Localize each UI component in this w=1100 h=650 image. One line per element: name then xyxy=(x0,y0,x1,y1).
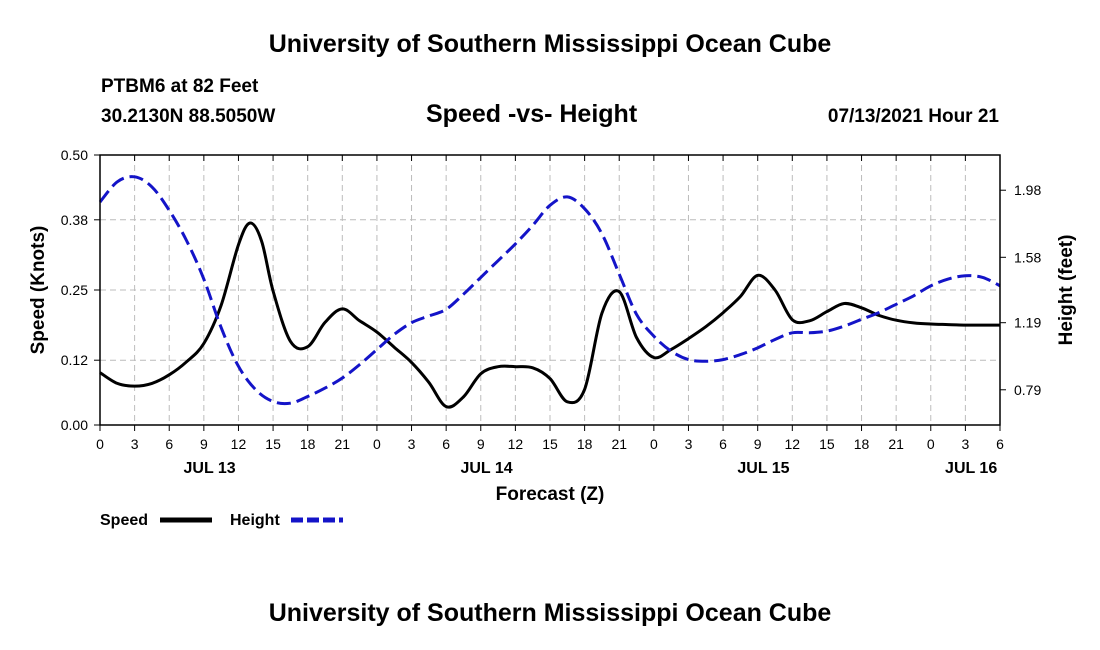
x-tick-label: 3 xyxy=(131,436,139,452)
forecast-datetime: 07/13/2021 Hour 21 xyxy=(827,106,999,127)
x-tick-label: 15 xyxy=(265,436,281,452)
x-day-label: JUL 14 xyxy=(460,460,512,477)
x-tick-label: 21 xyxy=(888,436,904,452)
x-tick-label: 21 xyxy=(611,436,627,452)
x-tick-label: 18 xyxy=(854,436,870,452)
x-tick-label: 12 xyxy=(785,436,801,452)
y2-tick-label: 1.19 xyxy=(1014,315,1041,331)
station-label: PTBM6 at 82 Feet xyxy=(101,76,259,97)
x-tick-label: 3 xyxy=(961,436,969,452)
x-tick-label: 6 xyxy=(165,436,173,452)
x-tick-label: 18 xyxy=(300,436,316,452)
x-tick-label: 9 xyxy=(200,436,208,452)
x-tick-label: 3 xyxy=(408,436,416,452)
y-tick-label: 0.50 xyxy=(61,147,88,163)
y-tick-label: 0.00 xyxy=(61,417,88,433)
coordinates-label: 30.2130N 88.5050W xyxy=(101,106,276,127)
x-tick-label: 0 xyxy=(373,436,381,452)
chart-subtitle: Speed -vs- Height xyxy=(426,100,638,128)
x-day-label: JUL 13 xyxy=(184,460,236,477)
y2-tick-label: 0.79 xyxy=(1014,382,1041,398)
x-tick-label: 6 xyxy=(442,436,450,452)
chart-grid xyxy=(100,155,1000,425)
y-tick-label: 0.38 xyxy=(61,212,88,228)
x-tick-label: 9 xyxy=(754,436,762,452)
x-tick-label: 0 xyxy=(650,436,658,452)
x-tick-label: 15 xyxy=(819,436,835,452)
y-axis-label: Speed (Knots) xyxy=(28,226,49,355)
x-tick-label: 21 xyxy=(335,436,351,452)
x-tick-label: 12 xyxy=(508,436,524,452)
series-line-height xyxy=(98,175,1001,406)
x-day-label: JUL 15 xyxy=(737,460,789,477)
chart-title-top: University of Southern Mississippi Ocean… xyxy=(268,30,832,58)
x-tick-label: 0 xyxy=(927,436,935,452)
x-tick-label: 6 xyxy=(719,436,727,452)
x-tick-label: 15 xyxy=(542,436,558,452)
x-tick-label: 9 xyxy=(477,436,485,452)
x-tick-label: 3 xyxy=(685,436,693,452)
x-axis-label: Forecast (Z) xyxy=(496,484,605,505)
y2-tick-label: 1.58 xyxy=(1014,249,1041,265)
y2-tick-label: 1.98 xyxy=(1014,182,1041,198)
series-layer xyxy=(98,175,1001,409)
y-tick-label: 0.25 xyxy=(61,282,88,298)
x-tick-label: 0 xyxy=(96,436,104,452)
axis-ticks: 0 3 6 9 12 15 18 21 0 3 6 9 12 15 18 21 0 3 6 9 12 15 18 21 0 3 6J… xyxy=(61,147,1042,477)
x-tick-label: 18 xyxy=(577,436,593,452)
series-line-speed xyxy=(99,221,1001,409)
legend-speed-label: Speed xyxy=(100,512,148,529)
x-tick-label: 12 xyxy=(231,436,247,452)
legend-height-label: Height xyxy=(230,512,280,529)
legend: Speed Height xyxy=(100,512,343,529)
x-tick-label: 6 xyxy=(996,436,1004,452)
y-tick-label: 0.12 xyxy=(61,352,88,368)
y2-axis-label: Height (feet) xyxy=(1056,235,1077,346)
x-day-label: JUL 16 xyxy=(945,460,997,477)
chart-title-bottom: University of Southern Mississippi Ocean… xyxy=(268,599,832,627)
